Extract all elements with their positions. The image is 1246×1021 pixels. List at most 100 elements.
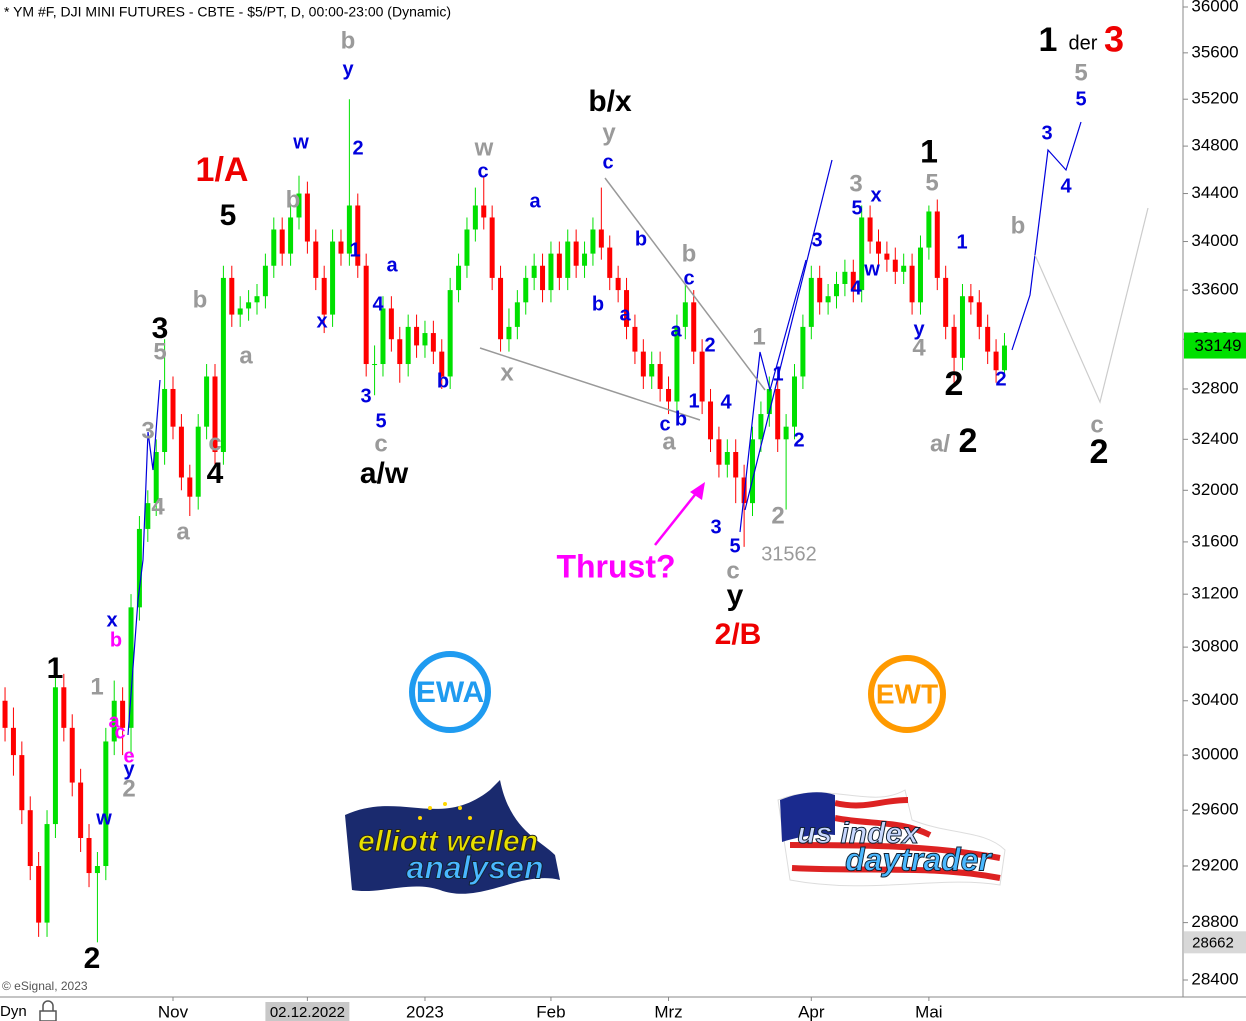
candle-body: [968, 296, 974, 303]
candle-body: [220, 277, 226, 453]
wave-label: w: [292, 131, 309, 153]
wave-label: 4: [1060, 175, 1072, 197]
wave-label: y: [727, 579, 744, 612]
candle-body: [943, 277, 949, 327]
candle-body: [19, 755, 25, 811]
wave-label: c: [602, 151, 613, 173]
x-tick-highlight: [265, 1002, 350, 1021]
candle-body: [498, 277, 504, 340]
x-tick-label: Mai: [915, 1002, 942, 1021]
wave-label: 3: [811, 229, 822, 251]
candle-body: [901, 265, 907, 272]
candle-body: [682, 302, 688, 327]
wave-label: b: [437, 370, 449, 392]
wave-label: a: [176, 518, 190, 545]
wave-label: b: [635, 228, 647, 250]
candle-body: [136, 528, 142, 608]
wave-line: [744, 159, 833, 511]
candle-body: [36, 866, 42, 923]
lock-body: [39, 1010, 57, 1021]
last-price-box: [1184, 332, 1246, 359]
candle-body: [388, 308, 394, 340]
wave-label: 1: [752, 323, 765, 350]
logos: EWA EWT elliott wellen analysen us index…: [345, 651, 1006, 894]
candle-body: [951, 326, 957, 358]
y-tick-label: 34800: [1191, 136, 1238, 155]
wave-label: 1: [47, 652, 64, 685]
wave-label: x: [870, 184, 881, 206]
wave-label: y: [602, 119, 616, 146]
candle-body: [985, 326, 991, 352]
candle-body: [212, 376, 218, 453]
wave-label: 3: [849, 170, 862, 197]
wave-label: b: [286, 186, 301, 213]
candle-body: [414, 326, 420, 346]
y-axis-bg: [1183, 0, 1246, 997]
candle-body: [590, 229, 596, 254]
candle-body: [481, 205, 487, 218]
x-tick-label: Nov: [158, 1002, 189, 1021]
candle-body: [254, 296, 260, 303]
candle-body: [548, 253, 554, 291]
wave-line: [739, 259, 807, 533]
wave-label: a: [670, 319, 682, 341]
candle-body: [2, 700, 8, 728]
candle-body: [153, 452, 159, 504]
candle-body: [380, 308, 386, 365]
candle-body: [52, 687, 58, 825]
candles: [2, 99, 1007, 943]
candle-body: [355, 205, 361, 266]
candle-body: [456, 265, 462, 291]
x-tick-label: 2023: [406, 1002, 444, 1021]
wave-label: 2: [352, 137, 363, 159]
wave-label: c: [477, 160, 488, 182]
candle-body: [582, 253, 588, 266]
candle-body: [540, 265, 546, 291]
copyright: © eSignal, 2023: [2, 979, 88, 993]
candle-body: [531, 265, 537, 278]
wave-label: 1/A: [196, 151, 249, 189]
wave-label: 3: [141, 417, 154, 444]
us-stripes: [789, 797, 1001, 881]
arrow: [654, 490, 699, 546]
wave-label: 5: [925, 169, 938, 196]
wave-label: b: [592, 293, 604, 315]
wave-label: 3: [360, 385, 371, 407]
wave-label: c: [659, 413, 670, 435]
candle-body: [397, 339, 403, 365]
candle-body: [120, 700, 126, 728]
y-tick-label: 36000: [1191, 0, 1238, 15]
candle-body: [850, 271, 856, 291]
wave-label: b: [675, 408, 687, 430]
candle-body: [842, 271, 848, 284]
marker-price-box: [1184, 931, 1246, 954]
wave-label: c: [683, 267, 694, 289]
y-tick-label: 28800: [1191, 912, 1238, 931]
wave-label: 2/B: [715, 618, 762, 651]
candle-body: [556, 253, 562, 278]
candle-body: [959, 296, 965, 358]
y-tick-label: 30800: [1191, 637, 1238, 656]
wave-label: der: [1069, 32, 1098, 54]
y-tick-label: 31600: [1191, 531, 1238, 550]
wave-label: a: [529, 190, 541, 212]
candle-body: [304, 193, 310, 242]
wave-label: c: [1090, 411, 1103, 438]
x-tick-label: Apr: [798, 1002, 825, 1021]
candle-body: [288, 217, 294, 254]
candle-body: [867, 217, 873, 242]
candle-body: [615, 277, 621, 291]
candle-body: [758, 414, 764, 440]
candle-body: [934, 211, 940, 278]
wave-label: 2: [793, 429, 804, 451]
wave-label: a: [619, 303, 631, 325]
wave-label: 3: [1104, 19, 1124, 60]
candle-body: [775, 388, 781, 440]
wave-line: [127, 379, 161, 736]
candle-body: [296, 193, 302, 218]
candle-body: [313, 241, 319, 278]
candle-body: [472, 205, 478, 230]
wave-label: 2: [704, 334, 715, 356]
candle-body: [892, 259, 898, 272]
wave-label: 1: [688, 390, 699, 412]
